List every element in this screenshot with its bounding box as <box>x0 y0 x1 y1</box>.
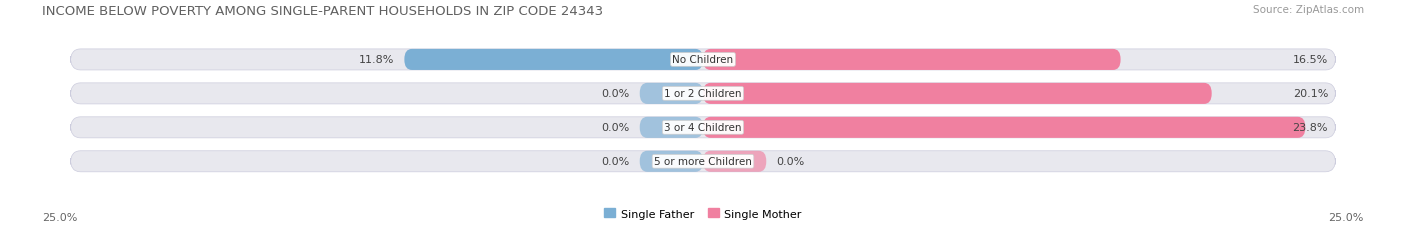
Text: 1 or 2 Children: 1 or 2 Children <box>664 89 742 99</box>
Text: 0.0%: 0.0% <box>602 89 630 99</box>
Text: 11.8%: 11.8% <box>359 55 394 65</box>
FancyBboxPatch shape <box>703 151 766 172</box>
FancyBboxPatch shape <box>640 117 703 138</box>
Text: 23.8%: 23.8% <box>1292 123 1329 133</box>
Text: 0.0%: 0.0% <box>602 157 630 167</box>
Text: Source: ZipAtlas.com: Source: ZipAtlas.com <box>1253 5 1364 15</box>
Text: 0.0%: 0.0% <box>602 123 630 133</box>
FancyBboxPatch shape <box>70 151 1336 172</box>
Text: 3 or 4 Children: 3 or 4 Children <box>664 123 742 133</box>
Text: No Children: No Children <box>672 55 734 65</box>
FancyBboxPatch shape <box>70 50 1336 71</box>
Text: 0.0%: 0.0% <box>776 157 804 167</box>
FancyBboxPatch shape <box>703 117 1305 138</box>
Text: 25.0%: 25.0% <box>42 212 77 222</box>
FancyBboxPatch shape <box>70 117 1336 138</box>
FancyBboxPatch shape <box>640 151 703 172</box>
FancyBboxPatch shape <box>405 50 703 71</box>
FancyBboxPatch shape <box>703 50 1121 71</box>
Text: 5 or more Children: 5 or more Children <box>654 157 752 167</box>
Text: 20.1%: 20.1% <box>1292 89 1329 99</box>
Legend: Single Father, Single Mother: Single Father, Single Mother <box>600 204 806 223</box>
FancyBboxPatch shape <box>70 83 1336 104</box>
FancyBboxPatch shape <box>703 83 1212 104</box>
Text: 25.0%: 25.0% <box>1329 212 1364 222</box>
Text: INCOME BELOW POVERTY AMONG SINGLE-PARENT HOUSEHOLDS IN ZIP CODE 24343: INCOME BELOW POVERTY AMONG SINGLE-PARENT… <box>42 5 603 18</box>
Text: 16.5%: 16.5% <box>1294 55 1329 65</box>
FancyBboxPatch shape <box>640 83 703 104</box>
